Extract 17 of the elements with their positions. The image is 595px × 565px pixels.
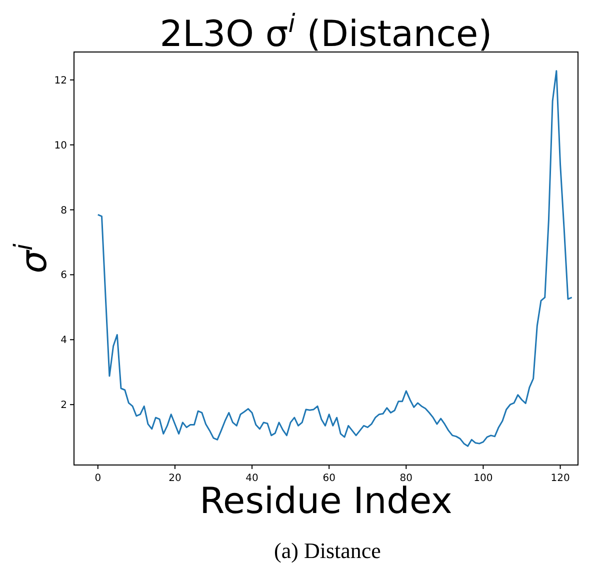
y-tick-label: 6 bbox=[60, 270, 67, 282]
x-tick-label: 100 bbox=[474, 473, 493, 484]
x-tick-label: 40 bbox=[246, 473, 258, 484]
y-tick-label: 2 bbox=[60, 400, 67, 412]
text: (a) Distance bbox=[274, 538, 381, 563]
x-tick-label: 0 bbox=[94, 473, 102, 484]
y-tick-label: 10 bbox=[54, 140, 67, 152]
x-axis-title: Residue Index bbox=[200, 481, 452, 522]
x-tick-label: 20 bbox=[168, 473, 182, 484]
x-tick-label: 60 bbox=[322, 473, 336, 484]
y-tick-label: 8 bbox=[60, 205, 67, 216]
x-tick-label: 120 bbox=[550, 473, 570, 484]
y-tick-label: 12 bbox=[54, 75, 67, 86]
y-tick-label: 4 bbox=[60, 335, 67, 346]
line-series bbox=[97, 70, 573, 447]
chart-title: 2L3O σ$^{i}$ (Distance) bbox=[160, 8, 492, 55]
x-tick-label: 80 bbox=[400, 473, 413, 484]
